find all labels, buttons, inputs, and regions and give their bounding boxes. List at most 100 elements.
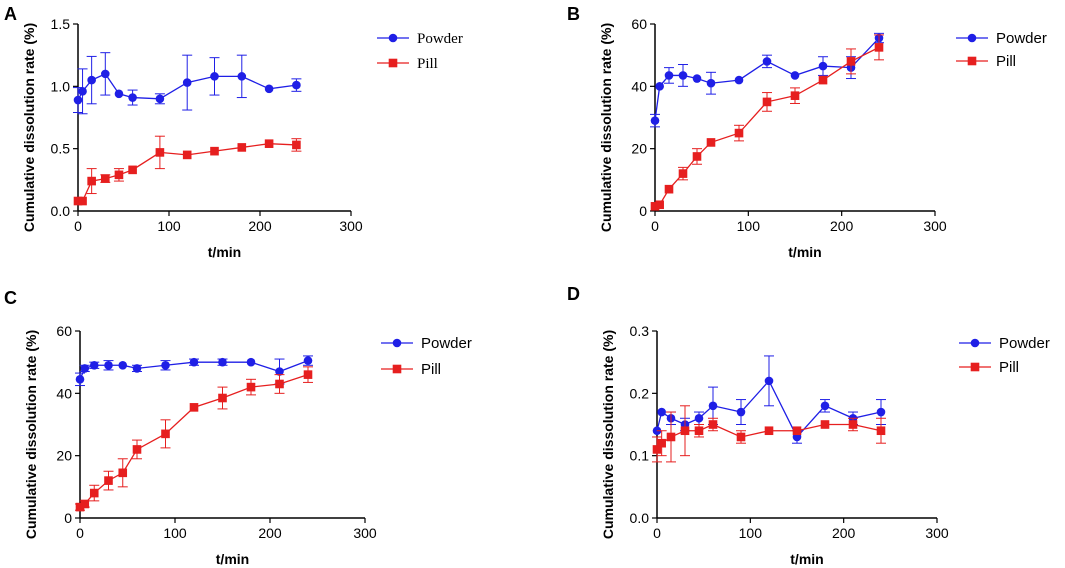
legend-label: Pill	[417, 56, 438, 72]
data-point	[73, 196, 83, 206]
y-tick-label: 40	[631, 78, 647, 94]
data-point	[736, 407, 746, 417]
data-point	[762, 97, 772, 107]
x-tick-label: 0	[653, 525, 661, 541]
data-point	[237, 72, 247, 81]
panel-label-a: A	[4, 4, 17, 24]
x-axis-title: t/min	[788, 244, 821, 260]
series-powder	[73, 52, 302, 115]
data-point	[155, 94, 165, 104]
data-point	[818, 75, 828, 85]
data-point	[264, 84, 274, 94]
legend-marker	[392, 338, 402, 348]
data-point	[762, 57, 772, 66]
data-point	[655, 82, 664, 91]
data-point	[694, 413, 704, 423]
data-point	[104, 476, 113, 485]
panel-label-b: B	[567, 4, 580, 24]
data-point	[664, 71, 674, 80]
y-axis-title: Cumulative dissolution rate (%)	[21, 23, 37, 232]
data-point	[218, 393, 227, 403]
data-point	[655, 200, 664, 210]
data-point	[237, 143, 247, 152]
data-point	[275, 367, 284, 376]
panel-label-c: C	[4, 288, 17, 308]
data-point	[820, 401, 830, 411]
data-point	[210, 146, 219, 156]
legend-item-pill: Pill	[956, 53, 1016, 70]
data-point	[692, 74, 702, 83]
series-line	[79, 374, 309, 508]
data-point	[650, 202, 660, 211]
data-point	[846, 57, 856, 66]
panel-label-d: D	[567, 284, 580, 304]
y-tick-label: 60	[631, 16, 647, 32]
x-tick-label: 100	[737, 218, 761, 234]
x-tick-label: 100	[163, 525, 187, 541]
data-point	[734, 128, 744, 138]
legend-item-powder: Powder	[377, 31, 463, 47]
data-point	[89, 488, 99, 498]
data-point	[792, 426, 802, 436]
data-point	[734, 75, 744, 85]
legend-label: Powder	[421, 335, 472, 352]
legend-label: Pill	[999, 359, 1019, 376]
data-point	[118, 468, 128, 478]
data-point	[680, 426, 690, 436]
data-point	[104, 360, 113, 370]
data-point	[303, 356, 313, 365]
data-point	[128, 165, 137, 175]
chart-panel-d: D 0 100 200 300 0.0 0.1 0.2 0.3 t/min Cumulative d…	[567, 284, 1050, 567]
y-tick-label: 20	[56, 448, 72, 464]
legend-marker	[392, 364, 402, 374]
data-point	[189, 357, 199, 367]
series-powder	[650, 32, 884, 128]
data-point	[303, 370, 313, 379]
x-tick-label: 0	[76, 525, 84, 541]
chart-panel-b: B 0 100 200 300 0 20 40 60 t/min Cumulative dissol…	[567, 4, 1047, 260]
data-point	[246, 357, 256, 367]
y-tick-label: 40	[56, 385, 72, 401]
legend-marker	[970, 338, 980, 348]
data-point	[128, 93, 137, 102]
data-point	[78, 196, 87, 206]
x-tick-label: 100	[739, 525, 763, 541]
data-point	[820, 420, 830, 429]
y-axis-title: Cumulative dissolution rate (%)	[600, 330, 616, 539]
legend-marker	[967, 56, 977, 66]
series-pill	[73, 135, 302, 206]
y-tick-label: 0.2	[630, 385, 650, 401]
y-tick-label: 0	[639, 203, 647, 219]
data-point	[161, 360, 170, 370]
x-tick-label: 100	[157, 218, 181, 234]
data-point	[678, 71, 688, 80]
data-point	[114, 89, 124, 99]
data-point	[292, 140, 301, 150]
data-point	[87, 75, 96, 85]
data-point	[80, 364, 90, 373]
x-axis-title: t/min	[208, 244, 241, 260]
legend-item-pill: Pill	[381, 361, 441, 378]
data-point	[692, 152, 702, 161]
data-point	[75, 502, 85, 512]
data-point	[114, 170, 124, 180]
y-tick-label: 60	[56, 323, 72, 339]
legend-item-powder: Powder	[956, 30, 1047, 47]
x-axis-title: t/min	[216, 551, 249, 567]
x-tick-label: 0	[651, 218, 659, 234]
legend-marker	[388, 58, 398, 68]
data-point	[73, 95, 83, 105]
data-point	[132, 445, 142, 454]
data-point	[87, 176, 96, 186]
y-tick-label: 0.1	[630, 448, 650, 464]
series-pill	[652, 405, 886, 463]
y-tick-label: 0.0	[51, 203, 71, 219]
x-tick-label: 200	[832, 525, 856, 541]
legend-label: Powder	[996, 30, 1047, 47]
series-pill	[75, 366, 313, 512]
data-point	[80, 499, 90, 509]
legend-marker	[970, 362, 980, 372]
data-point	[764, 376, 774, 386]
data-point	[75, 375, 85, 384]
